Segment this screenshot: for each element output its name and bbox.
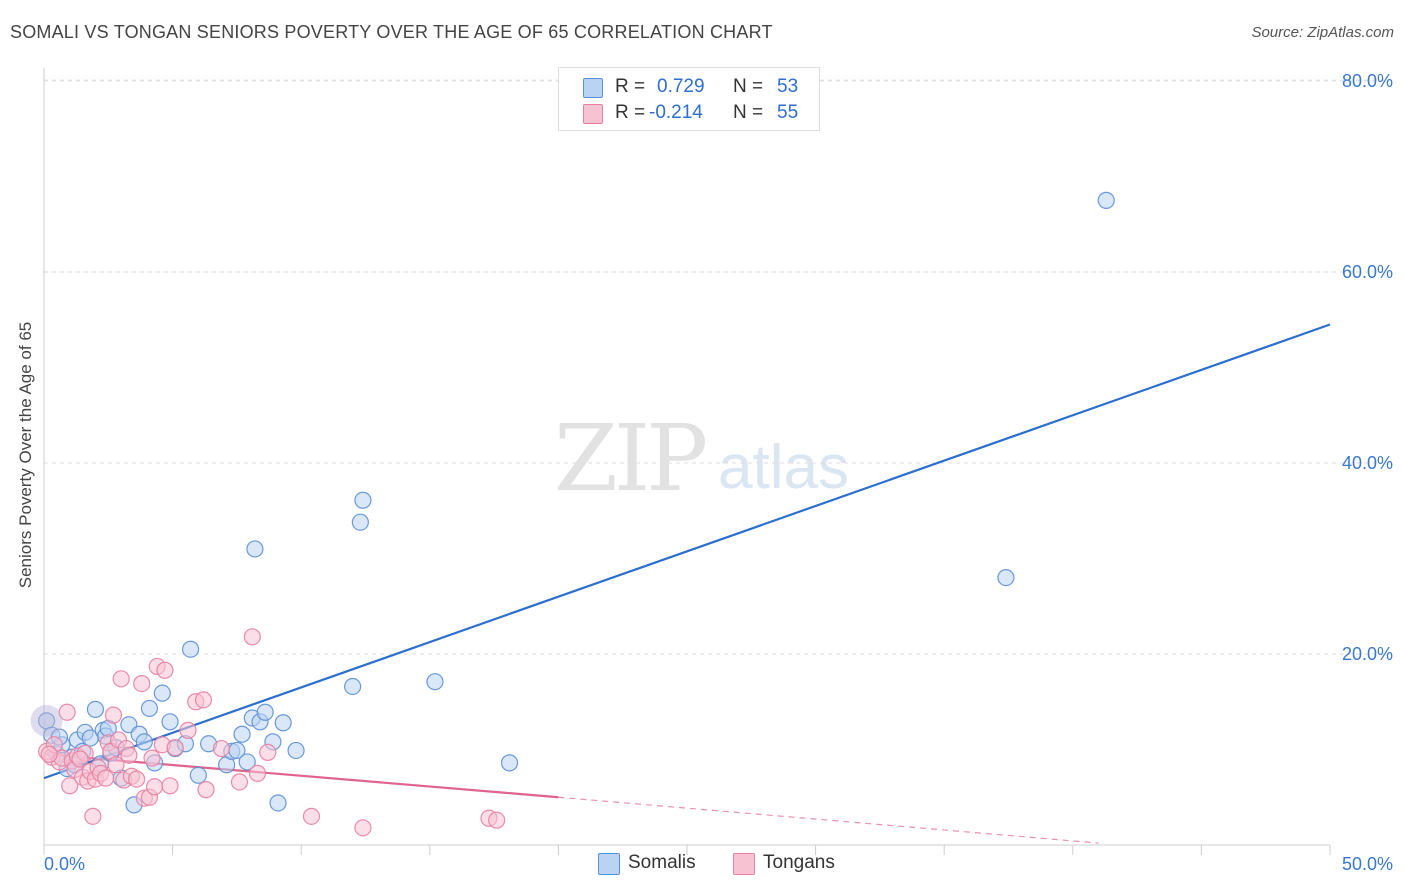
tongans-point: [71, 750, 89, 768]
data-points: [30, 191, 1115, 837]
somalis-point: [182, 640, 200, 658]
tongans-point: [58, 703, 76, 721]
tongans-point: [107, 756, 125, 774]
somalis-point: [426, 673, 444, 691]
somalis-legend-label: Somalis: [628, 852, 696, 873]
tongans-point: [212, 739, 231, 758]
somalis-point: [344, 677, 362, 696]
tongans-point: [84, 807, 102, 825]
somalis-point: [135, 733, 153, 751]
watermark-atlas: atlas: [718, 433, 849, 502]
tongans-point: [259, 743, 277, 761]
tongans-point: [243, 628, 261, 646]
somalis-swatch: [583, 78, 603, 98]
somalis-point: [238, 753, 256, 771]
somalis-legend-swatch: [598, 853, 620, 875]
tongans-point: [488, 811, 506, 829]
tongans-point: [145, 778, 164, 796]
series-tongans: [37, 628, 506, 837]
somalis-point: [256, 703, 274, 721]
correlation-legend: R = 0.729 N = 53 R = -0.214 N = 55: [558, 67, 820, 131]
tongans-point: [194, 691, 213, 709]
chart-source: Source: ZipAtlas.com: [1251, 24, 1394, 41]
somalis-point: [161, 713, 179, 731]
watermark-zip: ZIP: [554, 405, 708, 512]
somalis-r-value: 0.729: [657, 76, 705, 97]
somalis-point: [274, 714, 292, 732]
somalis-point: [233, 725, 251, 743]
y-tick-label-80: 80.0%: [1342, 71, 1393, 91]
somalis-r-label: R =: [615, 76, 646, 97]
somalis-point: [351, 513, 369, 531]
tongans-swatch: [583, 104, 603, 124]
somalis-point: [246, 540, 264, 558]
tongans-r-value: -0.214: [649, 102, 703, 123]
tongans-point: [127, 770, 146, 788]
tongans-point: [302, 807, 321, 825]
tongans-point: [166, 738, 184, 757]
grid-lines: [44, 79, 1392, 655]
x-tick-label-50: 50.0%: [1342, 854, 1393, 874]
trend-lines: [43, 323, 1331, 844]
series-somalis: [37, 191, 1115, 814]
chart-title: SOMALI VS TONGAN SENIORS POVERTY OVER TH…: [10, 22, 773, 42]
tongans-point: [161, 777, 179, 795]
tongans-point: [120, 746, 138, 764]
y-tick-label-40: 40.0%: [1342, 453, 1393, 473]
y-tick-label-60: 60.0%: [1342, 262, 1393, 282]
tick-labels: 20.0% 40.0% 60.0% 80.0% 0.0% 50.0%: [44, 71, 1393, 874]
x-tick-label-0: 0.0%: [44, 854, 85, 874]
somalis-point: [500, 754, 519, 772]
y-tick-label-20: 20.0%: [1342, 644, 1393, 664]
somalis-point: [189, 766, 207, 784]
tongans-point: [61, 777, 79, 795]
tongans-point: [156, 661, 174, 679]
somalis-point: [997, 568, 1015, 587]
somalis-point: [269, 794, 287, 812]
cluster-point: [30, 704, 63, 737]
somalis-point: [1097, 191, 1115, 209]
somalis-trend-line: [43, 323, 1331, 780]
tongans-r-label: R =: [615, 102, 646, 123]
tongans-point: [112, 670, 130, 688]
tongans-point: [197, 781, 215, 799]
tongans-point: [354, 819, 372, 837]
somalis-n-label: N =: [733, 76, 764, 97]
somalis-n-value: 53: [777, 76, 799, 97]
tongans-legend-swatch: [733, 853, 755, 875]
tongans-n-label: N =: [733, 102, 764, 123]
tongans-n-value: 55: [777, 102, 799, 123]
tongans-point: [40, 745, 58, 763]
somalis-point: [140, 699, 159, 718]
tongans-point: [230, 773, 249, 791]
tongans-point: [97, 769, 115, 787]
tongans-point: [143, 749, 161, 767]
tongans-point: [179, 721, 197, 740]
somalis-point: [287, 741, 305, 760]
tongans-legend-label: Tongans: [763, 852, 835, 873]
somalis-point: [354, 491, 372, 509]
tongans-trend-line-extrapolated: [558, 796, 1099, 844]
somalis-point: [153, 684, 171, 702]
tongans-point: [248, 764, 267, 782]
tongans-point: [133, 675, 151, 693]
tongans-point: [104, 706, 123, 724]
somalis-point: [86, 700, 105, 718]
